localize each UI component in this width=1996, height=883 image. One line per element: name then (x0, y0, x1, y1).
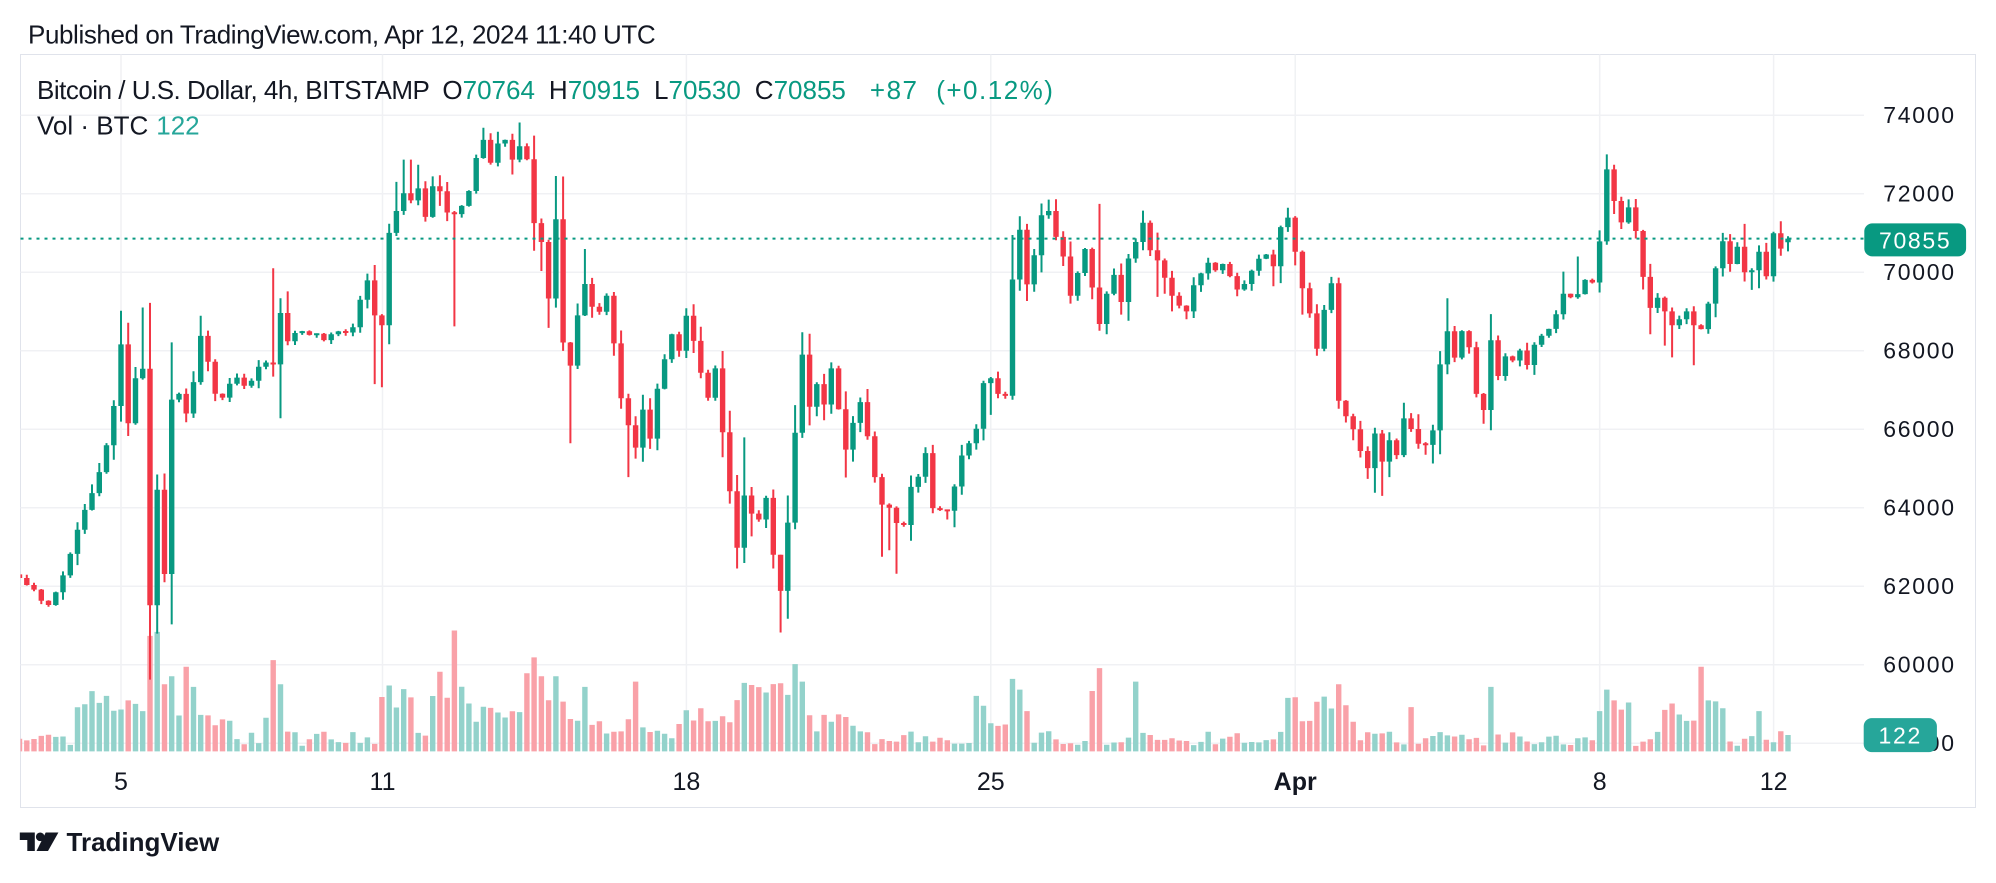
svg-text:72000: 72000 (1883, 181, 1955, 207)
svg-text:70855: 70855 (1879, 227, 1951, 253)
svg-text:66000: 66000 (1883, 416, 1955, 442)
svg-text:25: 25 (977, 768, 1005, 796)
svg-text:18: 18 (672, 768, 700, 796)
svg-text:12: 12 (1760, 768, 1788, 796)
svg-text:TradingView: TradingView (67, 827, 220, 857)
svg-text:Bitcoin / U.S. Dollar, 4h, BIT: Bitcoin / U.S. Dollar, 4h, BITSTAMP O7076… (37, 75, 1054, 105)
svg-text:64000: 64000 (1883, 495, 1955, 521)
svg-text:5: 5 (114, 768, 128, 796)
svg-text:Apr: Apr (1274, 768, 1317, 796)
svg-text:74000: 74000 (1883, 102, 1955, 128)
svg-text:62000: 62000 (1883, 573, 1955, 599)
svg-text:122: 122 (1879, 723, 1922, 749)
svg-text:8: 8 (1593, 768, 1607, 796)
svg-text:70000: 70000 (1883, 259, 1955, 285)
svg-text:68000: 68000 (1883, 338, 1955, 364)
svg-text:11: 11 (370, 768, 396, 796)
svg-text:Published on TradingView.com,: Published on TradingView.com, Apr 12, 20… (28, 20, 655, 50)
svg-text:60000: 60000 (1883, 652, 1955, 678)
